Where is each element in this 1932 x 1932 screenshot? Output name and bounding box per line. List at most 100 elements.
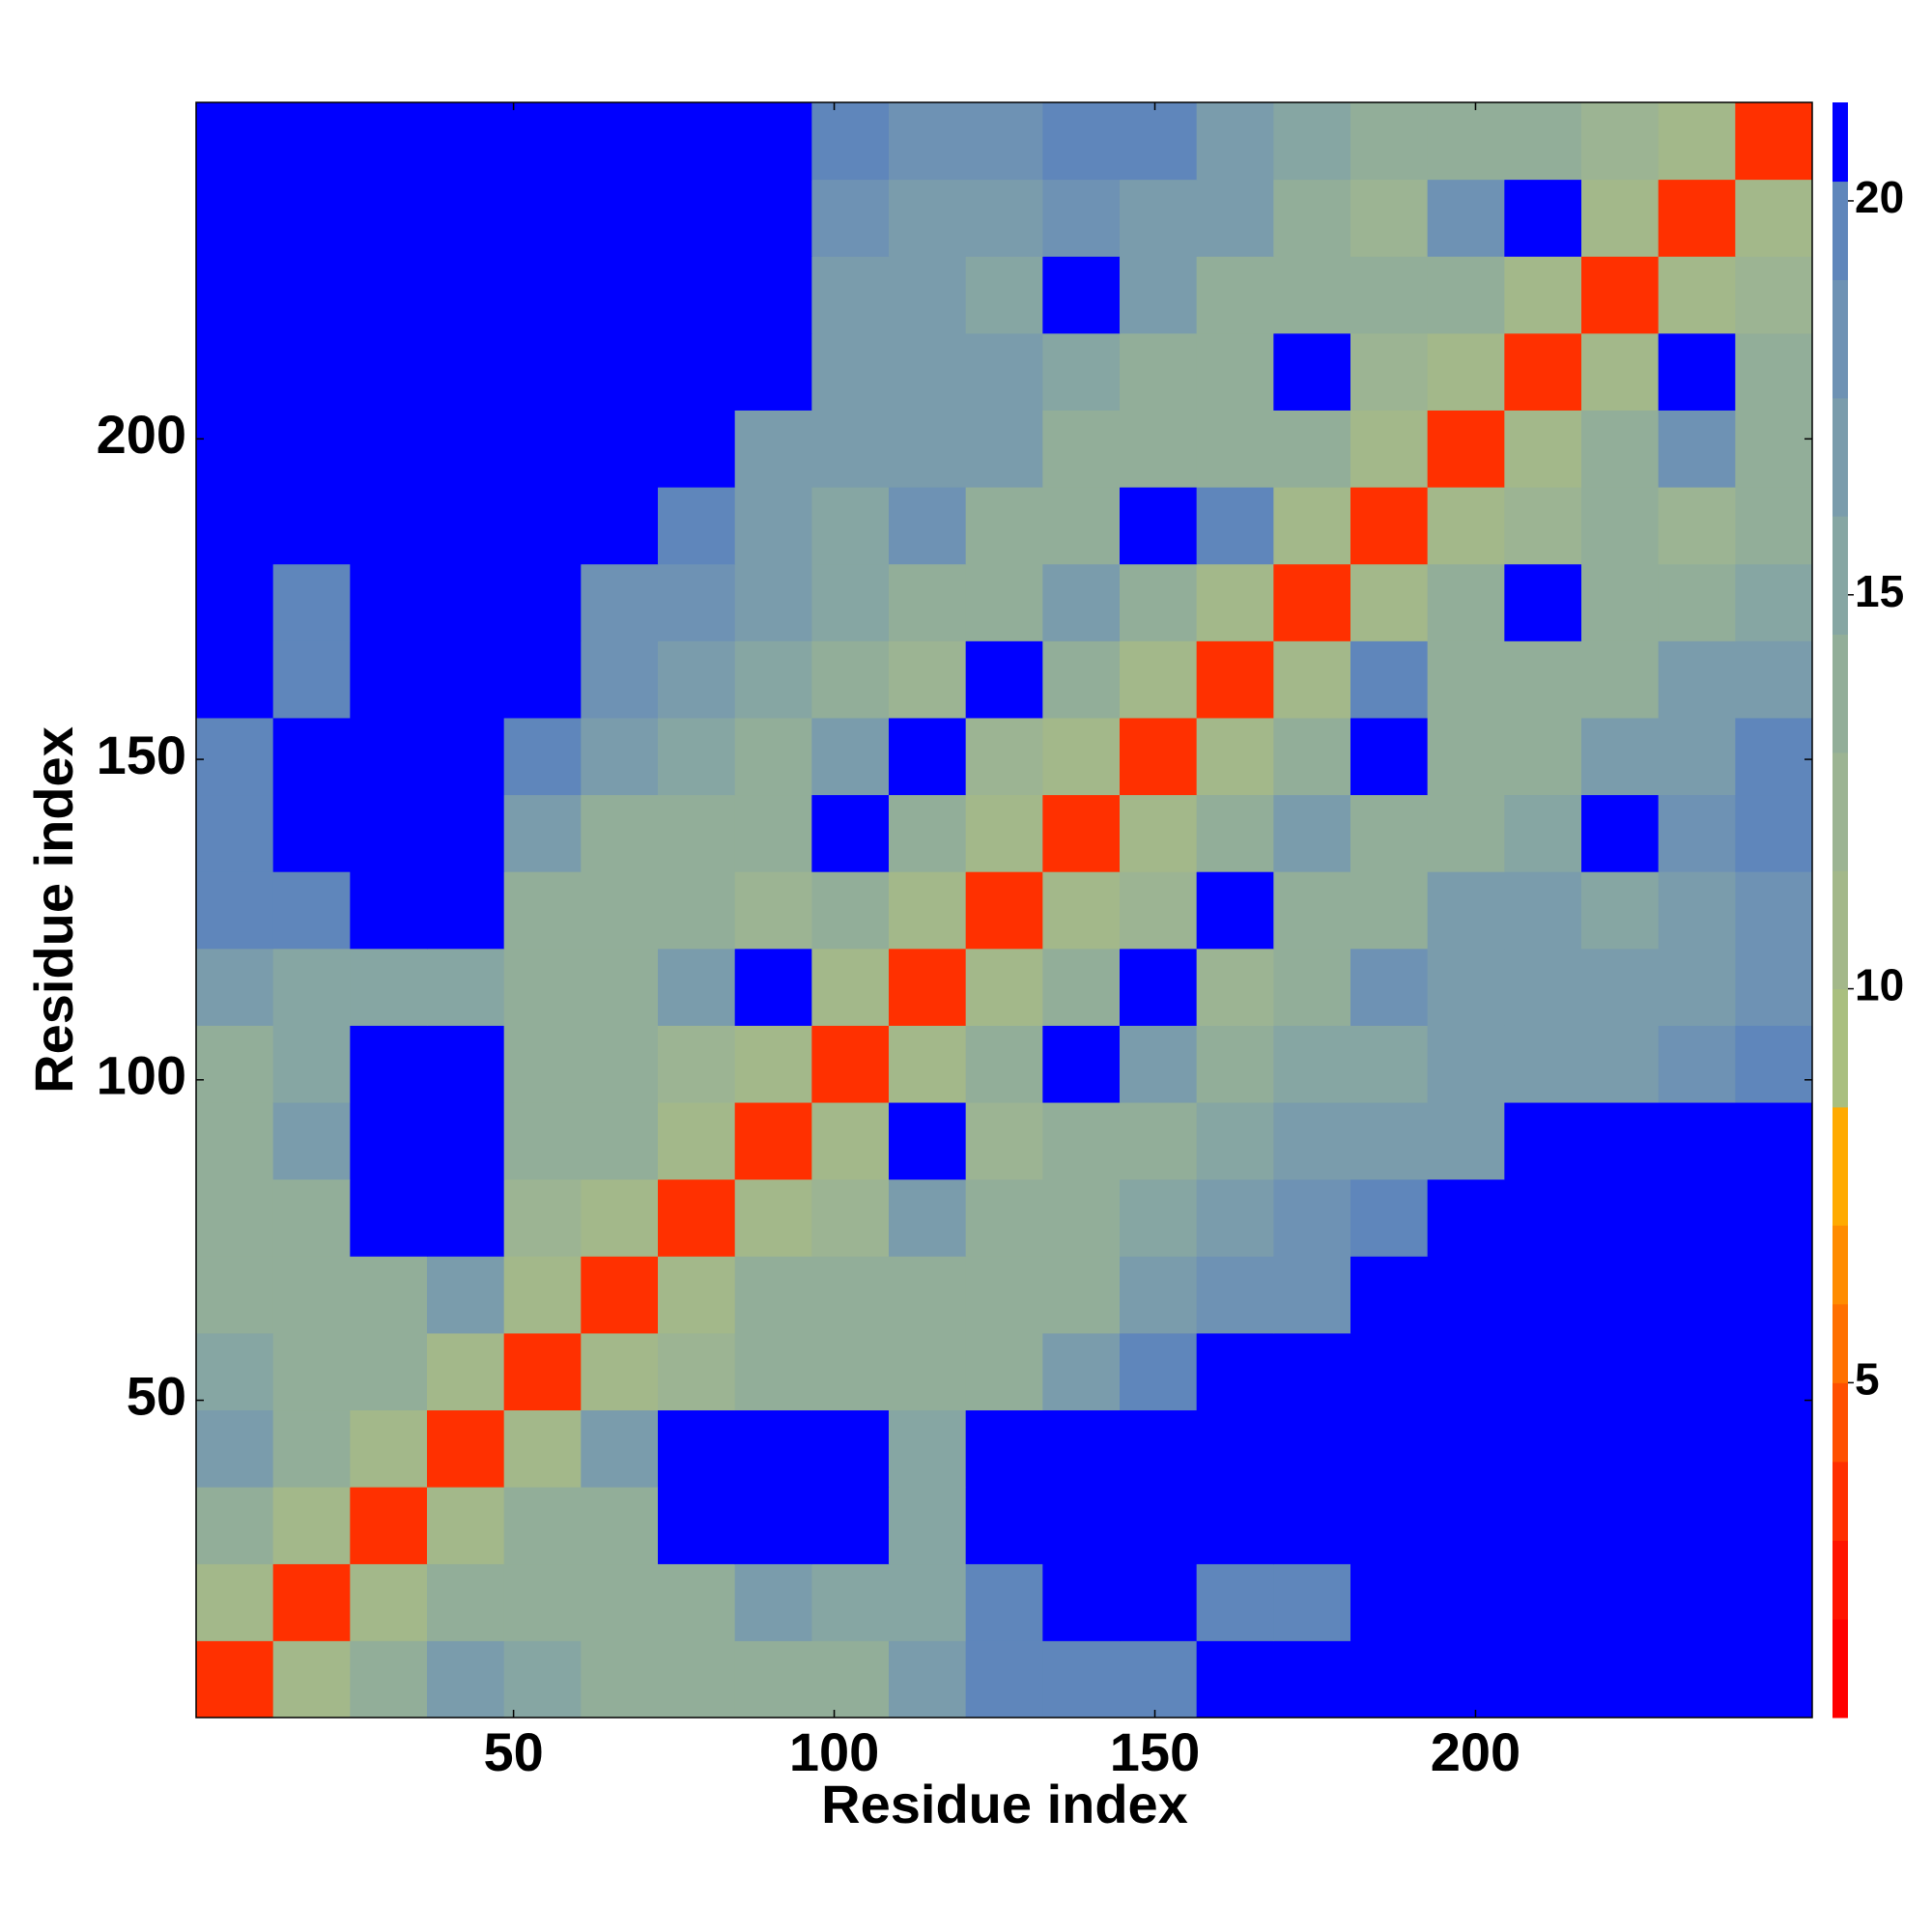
- heatmap-cell: [1350, 1332, 1429, 1411]
- heatmap-cell: [1273, 410, 1351, 488]
- heatmap-cell: [1658, 410, 1736, 488]
- heatmap-cell: [734, 871, 812, 950]
- heatmap-cell: [350, 487, 428, 565]
- heatmap-cell: [1581, 1487, 1660, 1565]
- heatmap-cell: [427, 948, 505, 1026]
- heatmap-cell: [1427, 1640, 1505, 1719]
- heatmap-cell: [350, 1332, 428, 1411]
- heatmap-cell: [1504, 794, 1582, 872]
- heatmap-cell: [1042, 1487, 1121, 1565]
- heatmap-cell: [734, 1487, 812, 1565]
- heatmap-cell: [350, 1025, 428, 1103]
- colorbar-tick-label: 10: [1855, 960, 1904, 1010]
- heatmap-cell: [1735, 1640, 1813, 1719]
- heatmap-cell: [1427, 640, 1505, 719]
- heatmap-cell: [1350, 1025, 1429, 1103]
- heatmap-cell: [658, 1102, 736, 1180]
- heatmap-cell: [811, 1179, 890, 1257]
- heatmap-cell: [734, 410, 812, 488]
- heatmap-cell: [196, 871, 274, 950]
- heatmap-cell: [1350, 1640, 1429, 1719]
- heatmap-cell: [1504, 1409, 1582, 1488]
- heatmap-cell: [1581, 332, 1660, 411]
- heatmap-cell: [427, 717, 505, 796]
- heatmap-cell: [503, 1332, 582, 1411]
- heatmap-cell: [811, 1563, 890, 1641]
- heatmap-cell: [503, 1409, 582, 1488]
- heatmap-cell: [1504, 410, 1582, 488]
- heatmap-cell: [889, 794, 967, 872]
- heatmap-cell: [965, 1256, 1043, 1334]
- heatmap-cell: [889, 410, 967, 488]
- heatmap-cell: [1120, 1025, 1198, 1103]
- heatmap-cell: [965, 332, 1043, 411]
- heatmap-cell: [196, 563, 274, 641]
- heatmap-cell: [1658, 640, 1736, 719]
- heatmap-cell: [658, 410, 736, 488]
- heatmap-cell: [1735, 871, 1813, 950]
- heatmap-cell: [1196, 256, 1274, 334]
- heatmap-cell: [889, 179, 967, 257]
- heatmap-cell: [1120, 1563, 1198, 1641]
- heatmap-cell: [581, 1563, 659, 1641]
- heatmap-cell: [889, 871, 967, 950]
- heatmap-cell: [196, 1487, 274, 1565]
- heatmap-cell: [350, 332, 428, 411]
- heatmap-cell: [1273, 256, 1351, 334]
- heatmap-cell: [196, 1102, 274, 1180]
- heatmap-cell: [1042, 948, 1121, 1026]
- colorbar-level: [1833, 988, 1848, 1108]
- heatmap-cell: [350, 1179, 428, 1257]
- heatmap-cell: [658, 1640, 736, 1719]
- heatmap-cell: [581, 1487, 659, 1565]
- heatmap-cell: [965, 1409, 1043, 1488]
- colorbar-tick-label: 20: [1855, 172, 1904, 222]
- heatmap-cell: [889, 1025, 967, 1103]
- heatmap-cell: [1581, 1102, 1660, 1180]
- heatmap-cell: [811, 1332, 890, 1411]
- heatmap-cell: [1658, 563, 1736, 641]
- heatmap-cell: [1735, 563, 1813, 641]
- heatmap-cell: [1504, 563, 1582, 641]
- heatmap-cell: [1042, 1409, 1121, 1488]
- heatmap-cell: [734, 1256, 812, 1334]
- heatmap-cell: [1350, 1256, 1429, 1334]
- heatmap-cell: [196, 179, 274, 257]
- heatmap-cell: [581, 1409, 659, 1488]
- heatmap-cell: [581, 871, 659, 950]
- heatmap-cell: [1581, 794, 1660, 872]
- heatmap-cell: [1042, 332, 1121, 411]
- heatmap-cell: [581, 179, 659, 257]
- y-tick-label: 100: [97, 1045, 186, 1106]
- heatmap-cell: [350, 871, 428, 950]
- heatmap-cell: [272, 717, 351, 796]
- heatmap-cell: [1581, 1640, 1660, 1719]
- heatmap-cell: [889, 717, 967, 796]
- colorbar-tick-label: 15: [1855, 566, 1904, 616]
- heatmap-cell: [1504, 1332, 1582, 1411]
- heatmap-cell: [427, 871, 505, 950]
- heatmap-cell: [1581, 1332, 1660, 1411]
- heatmap-cell: [811, 102, 890, 181]
- colorbar-level: [1833, 181, 1848, 281]
- colorbar-level: [1833, 1461, 1848, 1541]
- heatmap-cell: [1273, 948, 1351, 1026]
- heatmap-cell: [1504, 332, 1582, 411]
- heatmap-cell: [1350, 256, 1429, 334]
- heatmap-cell: [811, 487, 890, 565]
- heatmap-cell: [1735, 256, 1813, 334]
- heatmap-cell: [1658, 1256, 1736, 1334]
- heatmap-cell: [658, 1332, 736, 1411]
- heatmap-cell: [1120, 1102, 1198, 1180]
- heatmap-cell: [272, 1487, 351, 1565]
- heatmap-cell: [581, 640, 659, 719]
- heatmap-cell: [734, 948, 812, 1026]
- heatmap-cell: [350, 1256, 428, 1334]
- heatmap-cell: [272, 1640, 351, 1719]
- heatmap-cell: [1427, 487, 1505, 565]
- heatmap-cell: [503, 1487, 582, 1565]
- heatmap-cell: [734, 794, 812, 872]
- heatmap-cell: [581, 717, 659, 796]
- heatmap-cell: [1120, 1332, 1198, 1411]
